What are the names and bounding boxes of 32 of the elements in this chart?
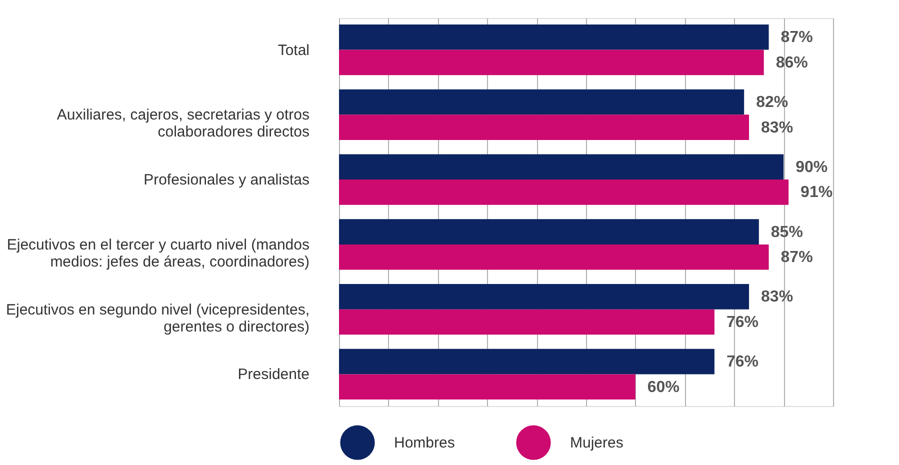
- y-tick-label: Ejecutivos en segundo nivel (vicepresidentes, gerentes o directores): [6, 301, 310, 336]
- bar: [339, 309, 714, 335]
- bar: [339, 154, 784, 180]
- bar: [339, 244, 769, 270]
- bar: [339, 284, 750, 310]
- data-label: 87%: [780, 29, 813, 46]
- data-label: 91%: [800, 184, 833, 202]
- data-label: 86%: [776, 54, 808, 72]
- y-tick-label: Auxiliares, cajeros, secretarias y otros colaboradores directos: [56, 106, 310, 141]
- data-label: 90%: [796, 158, 828, 176]
- data-label: 87%: [780, 249, 813, 266]
- data-label: 76%: [726, 354, 758, 371]
- data-label: 83%: [761, 288, 794, 306]
- y-tick-label: Ejecutivos en el tercer y cuarto nivel (mandos medios: jefes de áreas, coordinadores): [6, 236, 310, 270]
- legend-label: Mujeres: [570, 434, 624, 452]
- data-label: 83%: [761, 119, 794, 136]
- bar: [339, 374, 636, 400]
- bar: [339, 348, 714, 374]
- bar: [339, 24, 769, 50]
- y-tick-label: Presidente: [238, 366, 310, 384]
- y-tick-label: Profesionales y analistas: [144, 172, 310, 189]
- bar: [339, 89, 744, 115]
- bar: [339, 219, 759, 244]
- legend-label: Hombres: [394, 434, 455, 452]
- bar: [339, 114, 750, 140]
- data-label: 76%: [726, 314, 758, 331]
- bar: [339, 180, 789, 205]
- y-tick-label: Total: [278, 42, 310, 59]
- data-label: 85%: [770, 224, 803, 241]
- data-label: 60%: [647, 378, 680, 396]
- data-label: 82%: [756, 94, 788, 112]
- bar: [339, 50, 764, 76]
